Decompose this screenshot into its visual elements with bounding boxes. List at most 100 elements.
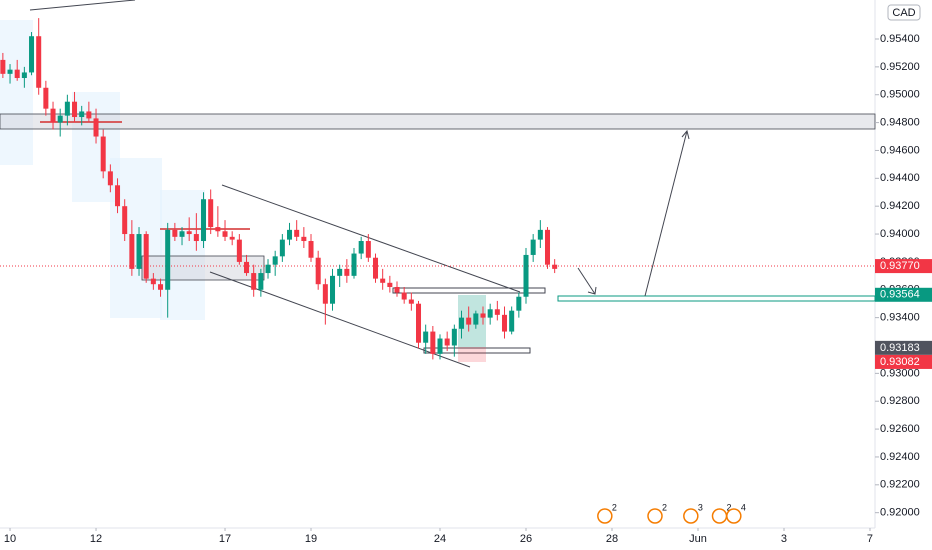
- candle-body: [236, 239, 242, 262]
- candle-body: [509, 310, 515, 332]
- level-box: [423, 347, 531, 354]
- level-box: [392, 287, 546, 294]
- event-icon: [647, 508, 663, 524]
- y-tick-label: 0.92800: [880, 395, 920, 407]
- candle-body: [43, 87, 49, 109]
- event-count: 2: [662, 502, 667, 512]
- candle-body: [79, 111, 85, 118]
- price-badge: [875, 287, 932, 302]
- candle-body: [86, 111, 92, 119]
- candle-body: [373, 257, 379, 279]
- candle-body: [279, 239, 285, 257]
- candle-body: [473, 313, 479, 325]
- y-tick-label: 0.92600: [880, 423, 920, 435]
- candle-body: [93, 118, 99, 137]
- candle-body: [107, 171, 113, 186]
- y-tick-label: 0.94800: [880, 117, 920, 129]
- candle-body: [136, 234, 142, 269]
- candle-body: [57, 115, 63, 123]
- y-tick-label: 0.92200: [880, 479, 920, 491]
- candle-body: [21, 72, 27, 79]
- candle-body: [387, 282, 393, 287]
- event-count: 3: [698, 502, 703, 512]
- candle-body: [201, 199, 207, 242]
- candle-body: [64, 101, 70, 116]
- candle-body: [494, 309, 500, 315]
- candle-body: [143, 234, 149, 279]
- volume-profile: [0, 20, 33, 165]
- candle-body: [466, 317, 472, 325]
- y-tick-label: 0.94000: [880, 228, 920, 240]
- arrow: [577, 267, 596, 295]
- candle-body: [458, 317, 465, 329]
- candle-body: [301, 236, 307, 242]
- candle-body: [258, 273, 264, 290]
- resistance-zone: [0, 113, 876, 130]
- candle-body: [337, 268, 343, 276]
- volume-profile: [110, 158, 162, 318]
- y-tick-label: 0.93000: [880, 367, 920, 379]
- price-badge-label: 0.93770: [880, 260, 920, 272]
- price-badge: [875, 259, 932, 274]
- drawings: [0, 0, 876, 368]
- candle-body: [229, 236, 235, 240]
- event-icon: [683, 508, 699, 524]
- price-badge: [875, 340, 932, 355]
- x-tick-label: 17: [219, 533, 231, 545]
- y-tick-label: 0.94200: [880, 200, 920, 212]
- candle-body: [322, 284, 328, 304]
- event-icon: [726, 508, 742, 524]
- y-tick-label: 0.95200: [880, 61, 920, 73]
- candle-body: [516, 296, 522, 311]
- x-tick-label: 12: [90, 533, 102, 545]
- candle-body: [380, 278, 386, 283]
- candle-body: [530, 239, 536, 255]
- candle-body: [36, 36, 42, 88]
- event-icon: [711, 508, 728, 524]
- candle-body: [408, 299, 414, 304]
- arrow-head: [587, 286, 597, 295]
- x-tick-label: 26: [520, 533, 532, 545]
- x-tick-label: 7: [867, 533, 873, 545]
- candle-body: [72, 101, 78, 118]
- candle-body: [544, 229, 551, 265]
- y-tick-label: 0.93400: [880, 312, 920, 324]
- y-tick-label: 0.92000: [880, 507, 920, 519]
- y-tick-label: 0.95000: [880, 89, 920, 101]
- candle-body: [129, 234, 135, 269]
- candle-body: [401, 292, 407, 300]
- candle-body: [100, 136, 106, 172]
- candle-body: [272, 256, 278, 265]
- candle-body: [29, 36, 35, 73]
- candle-body: [423, 331, 429, 343]
- y-tick-label: 0.94600: [880, 144, 920, 156]
- candle-body: [115, 185, 121, 207]
- candle-body: [158, 284, 164, 290]
- event-icon: [597, 508, 613, 524]
- candle-body: [50, 108, 56, 123]
- candle-body: [0, 59, 6, 74]
- price-badge-label: 0.93183: [880, 342, 920, 354]
- candle-body: [416, 303, 422, 343]
- candle-body: [480, 313, 486, 318]
- candle-body: [430, 331, 436, 354]
- candle-body: [179, 231, 185, 237]
- candle-body: [394, 286, 400, 293]
- candle-body: [537, 229, 543, 240]
- price-badge-label: 0.93564: [880, 289, 920, 301]
- y-tick-label: 0.92400: [880, 451, 920, 463]
- x-tick-label: 28: [606, 533, 618, 545]
- candle-body: [294, 229, 300, 237]
- arrow-head: [681, 129, 690, 140]
- candle-body: [501, 314, 508, 332]
- y-tick-label: 0.95400: [880, 33, 920, 45]
- candle-body: [215, 227, 221, 232]
- candle-body: [287, 229, 293, 240]
- candle-body: [444, 338, 450, 346]
- candle-body: [451, 328, 457, 346]
- price-badge-label: 0.93082: [880, 356, 920, 368]
- x-tick-label: 19: [305, 533, 317, 545]
- event-count: 2: [726, 502, 731, 512]
- range-box: [141, 255, 265, 281]
- candle-body: [351, 253, 357, 276]
